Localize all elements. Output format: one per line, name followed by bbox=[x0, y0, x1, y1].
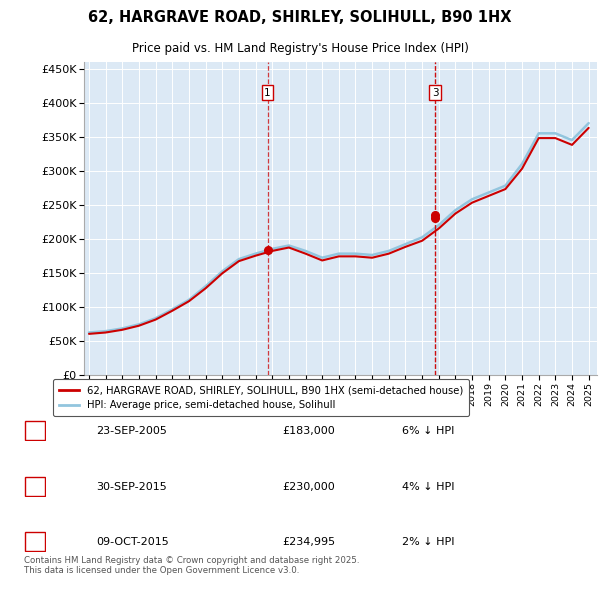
Text: 23-SEP-2005: 23-SEP-2005 bbox=[96, 426, 167, 435]
Text: 62, HARGRAVE ROAD, SHIRLEY, SOLIHULL, B90 1HX: 62, HARGRAVE ROAD, SHIRLEY, SOLIHULL, B9… bbox=[88, 10, 512, 25]
Text: 30-SEP-2015: 30-SEP-2015 bbox=[96, 482, 167, 491]
Text: 6% ↓ HPI: 6% ↓ HPI bbox=[402, 426, 454, 435]
Text: Price paid vs. HM Land Registry's House Price Index (HPI): Price paid vs. HM Land Registry's House … bbox=[131, 42, 469, 55]
Text: 4% ↓ HPI: 4% ↓ HPI bbox=[402, 482, 455, 491]
Text: £183,000: £183,000 bbox=[282, 426, 335, 435]
Text: 1: 1 bbox=[31, 426, 38, 435]
FancyBboxPatch shape bbox=[25, 532, 44, 551]
Text: Contains HM Land Registry data © Crown copyright and database right 2025.
This d: Contains HM Land Registry data © Crown c… bbox=[24, 556, 359, 575]
Text: £230,000: £230,000 bbox=[282, 482, 335, 491]
FancyBboxPatch shape bbox=[25, 477, 44, 496]
Legend: 62, HARGRAVE ROAD, SHIRLEY, SOLIHULL, B90 1HX (semi-detached house), HPI: Averag: 62, HARGRAVE ROAD, SHIRLEY, SOLIHULL, B9… bbox=[53, 379, 469, 416]
Text: £234,995: £234,995 bbox=[282, 537, 335, 546]
Text: 3: 3 bbox=[432, 87, 439, 97]
FancyBboxPatch shape bbox=[25, 421, 44, 440]
Text: 09-OCT-2015: 09-OCT-2015 bbox=[96, 537, 169, 546]
Text: 2: 2 bbox=[31, 482, 38, 491]
Text: 3: 3 bbox=[31, 537, 38, 546]
Text: 1: 1 bbox=[264, 87, 271, 97]
Text: 2% ↓ HPI: 2% ↓ HPI bbox=[402, 537, 455, 546]
